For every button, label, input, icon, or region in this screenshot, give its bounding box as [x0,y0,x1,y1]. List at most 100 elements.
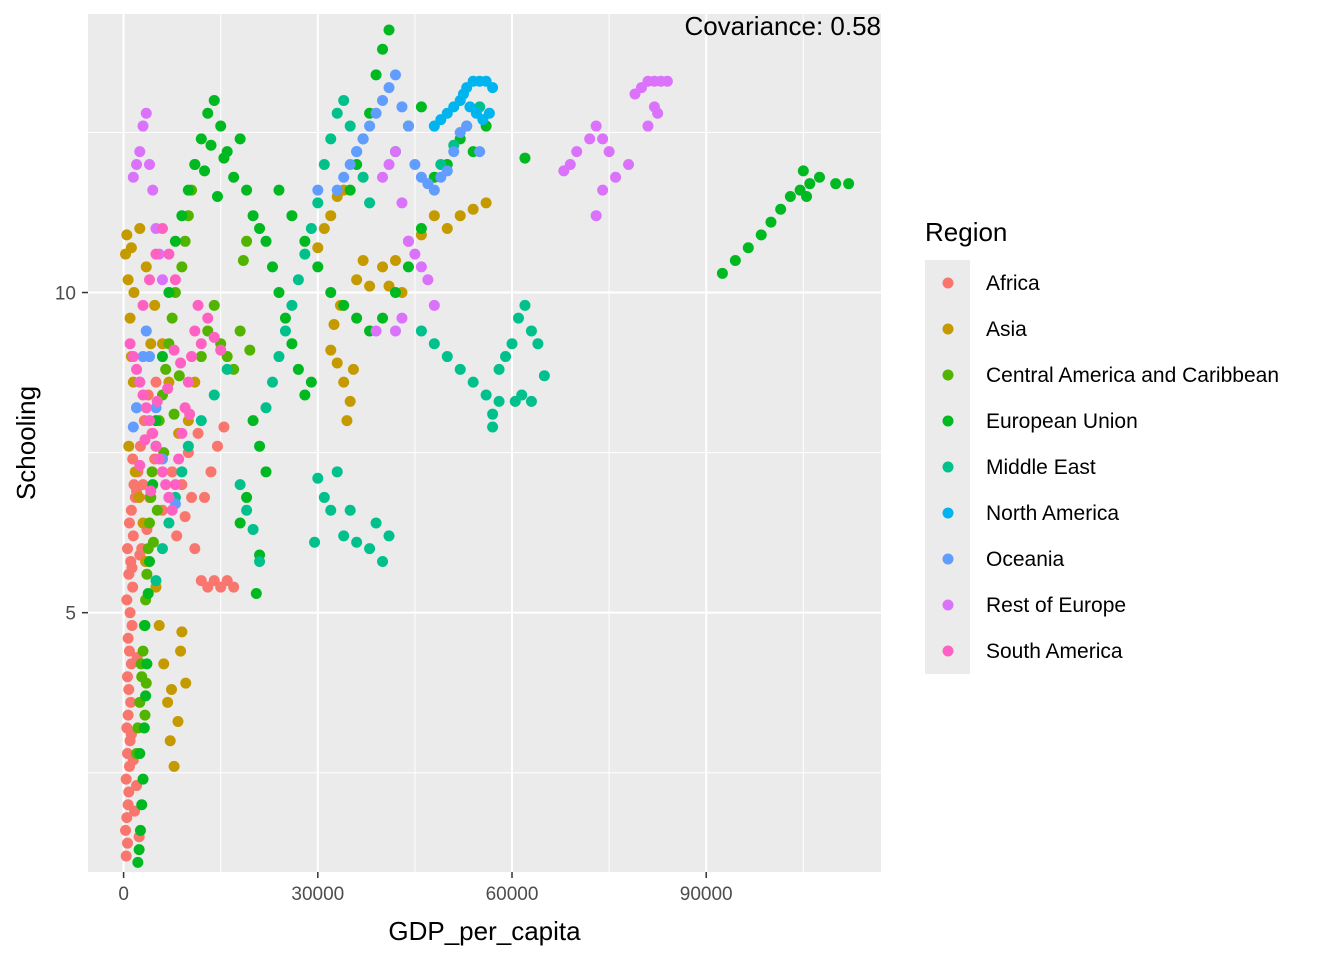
data-point [493,395,505,407]
data-point [123,645,135,657]
data-point [176,427,188,439]
data-point [383,24,395,36]
data-point [325,504,337,516]
data-point [168,760,180,772]
data-point [483,107,495,119]
data-point [215,344,227,356]
data-point [134,459,146,471]
data-point [137,120,149,132]
data-point [312,261,324,273]
data-point [273,184,285,196]
data-point [221,363,233,375]
data-point [318,223,330,234]
data-points [120,24,855,868]
data-point [163,248,175,260]
data-point [364,197,376,209]
data-point [247,523,259,535]
data-point [180,677,192,689]
data-point [370,107,382,119]
data-point [389,255,401,267]
data-point [166,466,178,478]
legend-label: Central America and Caribbean [986,364,1279,387]
data-point [120,850,132,862]
data-point [241,491,253,503]
data-point [377,312,389,324]
data-point [182,440,194,452]
data-point [389,146,401,158]
data-point [804,178,816,190]
legend-key [942,323,954,335]
legend-label: North America [986,502,1119,525]
data-point [448,146,460,158]
data-point [156,223,168,234]
data-point [383,158,395,170]
data-point [143,555,155,567]
data-point [189,158,201,170]
data-point [254,223,266,234]
data-point [389,325,401,337]
data-point [162,383,174,395]
legend-key [942,507,954,519]
data-point [131,363,143,375]
data-point [775,203,787,215]
data-point [127,421,139,433]
data-point [312,197,324,209]
data-point [172,716,184,728]
data-point [266,376,278,388]
data-point [250,587,262,599]
data-point [260,466,272,478]
data-point [396,101,408,113]
data-point [147,536,159,548]
data-point [211,440,223,452]
data-point [175,645,187,657]
data-point [441,165,453,177]
data-point [140,261,152,273]
data-point [124,338,136,350]
data-point [228,171,240,183]
data-point [156,351,168,363]
data-point [396,197,408,209]
legend-key [942,415,954,427]
data-point [487,82,499,94]
data-point [234,517,246,529]
data-point [402,120,414,132]
data-point [195,351,207,363]
data-point [123,440,135,452]
data-point [331,466,343,478]
data-point [192,299,204,311]
data-point [279,312,291,324]
data-point [126,562,138,574]
data-point [122,274,134,286]
data-point [328,319,340,331]
data-point [299,248,311,260]
data-point [755,229,767,241]
data-point [364,543,376,555]
x-axis-title: GDP_per_capita [388,916,581,946]
data-point [234,479,246,491]
data-point [299,389,311,401]
data-point [147,184,159,196]
data-point [506,338,518,350]
data-point [292,363,304,375]
data-point [149,299,161,311]
data-point [169,235,181,247]
data-point [260,402,272,414]
data-point [765,216,777,228]
data-point [344,158,356,170]
data-point [125,504,137,516]
data-point [344,395,356,407]
data-point [143,517,155,529]
data-point [228,581,240,593]
data-point [273,287,285,299]
data-point [597,184,609,196]
data-point [610,171,622,183]
data-point [309,536,321,548]
data-point [241,504,253,516]
data-point [139,434,151,446]
legend: Region Africa Asia Central America and Car… [925,217,1279,674]
data-point [137,299,149,311]
data-point [121,229,133,241]
data-point [131,158,143,170]
data-point [153,453,165,465]
